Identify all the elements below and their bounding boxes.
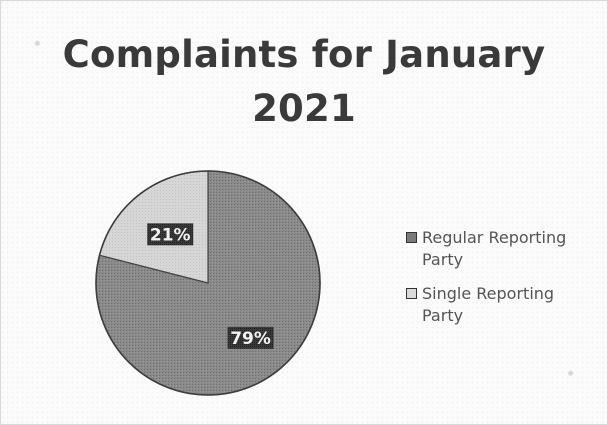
chart-title-line2: 2021	[252, 87, 356, 130]
pie-slices	[95, 170, 321, 396]
legend-item-single-reporting-party: Single Reporting Party	[406, 283, 602, 327]
data-label-box	[227, 326, 274, 349]
pie-data-labels: 79% 21%	[147, 223, 274, 349]
legend-swatch-single	[406, 288, 417, 299]
data-label-regular-reporting-party: 79%	[227, 326, 274, 349]
data-label-text: 79%	[230, 329, 271, 349]
legend-swatch-regular	[406, 232, 417, 243]
pie-outline	[95, 170, 321, 396]
data-label-text: 21%	[150, 225, 191, 245]
legend: Regular Reporting Party Single Reporting…	[406, 227, 602, 339]
chart-title: Complaints for January 2021	[0, 28, 608, 136]
data-label-box	[147, 223, 194, 246]
legend-item-regular-reporting-party: Regular Reporting Party	[406, 227, 602, 271]
legend-label-single: Single Reporting Party	[422, 284, 555, 325]
legend-label-regular: Regular Reporting Party	[422, 228, 567, 269]
chart-title-line1: Complaints for January	[62, 33, 546, 76]
data-label-single-reporting-party: 21%	[147, 223, 194, 246]
